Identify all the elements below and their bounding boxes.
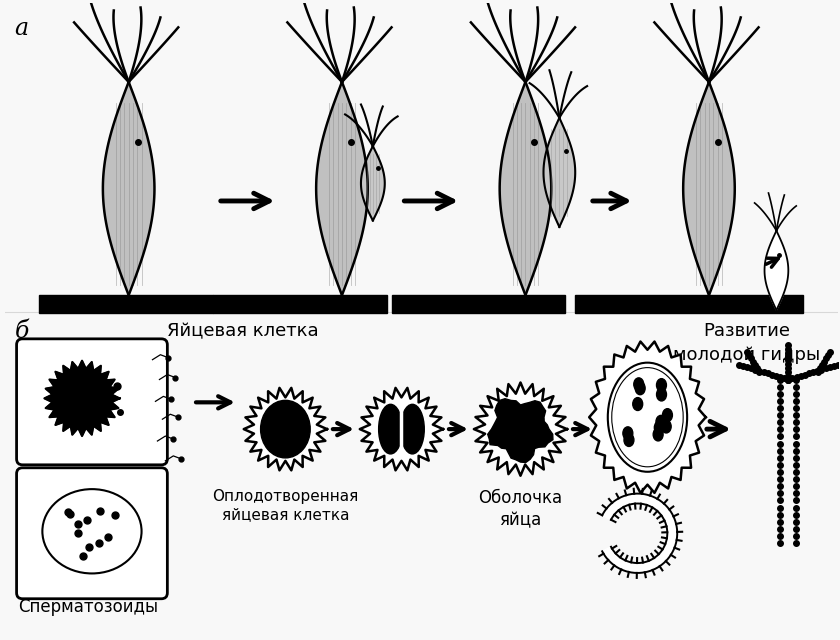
Ellipse shape [260, 401, 310, 458]
Ellipse shape [656, 415, 666, 428]
Bar [575, 295, 803, 313]
Text: Сперматозоиды: Сперматозоиды [18, 598, 158, 616]
Ellipse shape [633, 397, 643, 410]
Polygon shape [361, 146, 385, 221]
Text: Яйцевая клетка: Яйцевая клетка [167, 322, 318, 340]
Polygon shape [764, 231, 788, 310]
Ellipse shape [379, 404, 402, 454]
Ellipse shape [623, 427, 633, 440]
Ellipse shape [624, 433, 634, 447]
Ellipse shape [654, 421, 664, 434]
Polygon shape [102, 82, 155, 295]
Polygon shape [316, 82, 368, 295]
Polygon shape [543, 118, 575, 227]
Text: Развитие
молодой гидры: Развитие молодой гидры [673, 322, 821, 364]
Polygon shape [500, 82, 551, 295]
Bar [213, 295, 386, 313]
Ellipse shape [635, 382, 645, 395]
Ellipse shape [612, 367, 683, 467]
Ellipse shape [634, 378, 643, 391]
Ellipse shape [661, 420, 671, 433]
Text: б: б [14, 320, 29, 343]
Polygon shape [589, 342, 706, 493]
Ellipse shape [657, 379, 666, 392]
Polygon shape [488, 399, 553, 463]
Ellipse shape [42, 489, 142, 573]
Polygon shape [244, 388, 327, 470]
Polygon shape [360, 388, 444, 470]
Polygon shape [45, 361, 120, 436]
Bar [391, 295, 565, 313]
FancyBboxPatch shape [17, 468, 167, 599]
Bar [39, 295, 213, 313]
Text: а: а [14, 17, 29, 40]
Ellipse shape [657, 388, 666, 401]
Polygon shape [602, 493, 677, 573]
Text: Оболочка
яйца: Оболочка яйца [479, 488, 563, 529]
Ellipse shape [654, 428, 663, 441]
Ellipse shape [608, 363, 687, 472]
FancyBboxPatch shape [17, 339, 167, 465]
Ellipse shape [401, 404, 424, 454]
Text: Оплодотворенная
яйцевая клетка: Оплодотворенная яйцевая клетка [213, 488, 359, 522]
Polygon shape [683, 82, 735, 295]
Polygon shape [474, 383, 567, 476]
Ellipse shape [663, 409, 672, 422]
